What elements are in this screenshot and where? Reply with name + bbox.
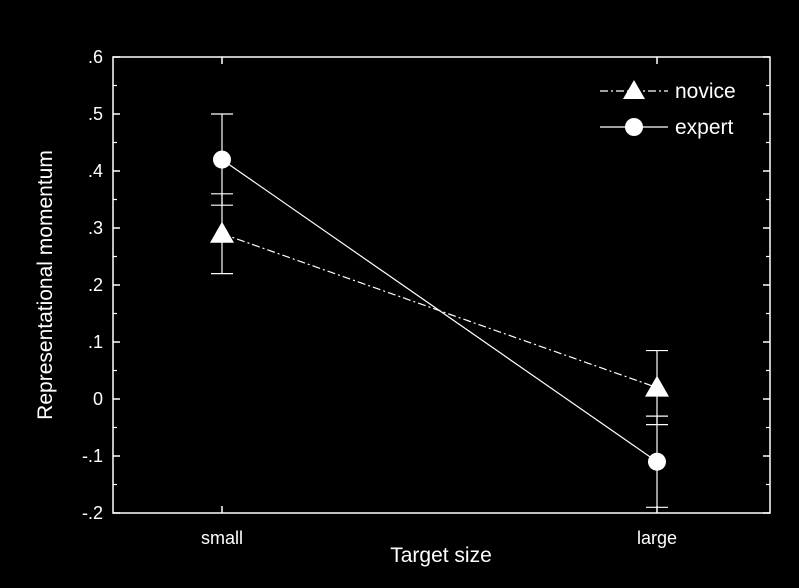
x-tick-label: small [201,528,243,548]
y-tick-label: .6 [88,47,103,67]
data-point-expert [213,150,231,169]
y-tick-label: .5 [88,104,103,124]
legend-expert-label: expert [675,116,734,139]
y-tick-label: 0 [93,389,103,409]
x-axis-title: Target size [390,544,492,567]
legend-novice-label: novice [675,80,736,103]
y-tick-label: .4 [88,161,103,181]
y-tick-label: .2 [88,275,103,295]
y-tick-label: -.1 [82,446,103,466]
y-tick-label: .3 [88,218,103,238]
y-tick-label: -.2 [82,503,103,523]
data-point-novice [645,375,669,397]
series-layer [210,113,669,508]
legend: novice expert [600,80,736,139]
plot-frame [112,56,771,514]
legend-expert-marker [625,118,643,136]
x-tick-label: large [637,528,677,548]
legend-novice-marker [623,80,645,99]
x-axis: small large [201,57,677,548]
data-point-novice [210,221,234,243]
y-axis-title: Representational momentum [34,150,57,420]
y-tick-label: .1 [88,332,103,352]
series-line-expert [221,159,658,463]
y-axis: -.2 -.1 0 .1 .2 .3 .4 .5 .6 [82,47,770,523]
data-point-expert [648,452,666,471]
